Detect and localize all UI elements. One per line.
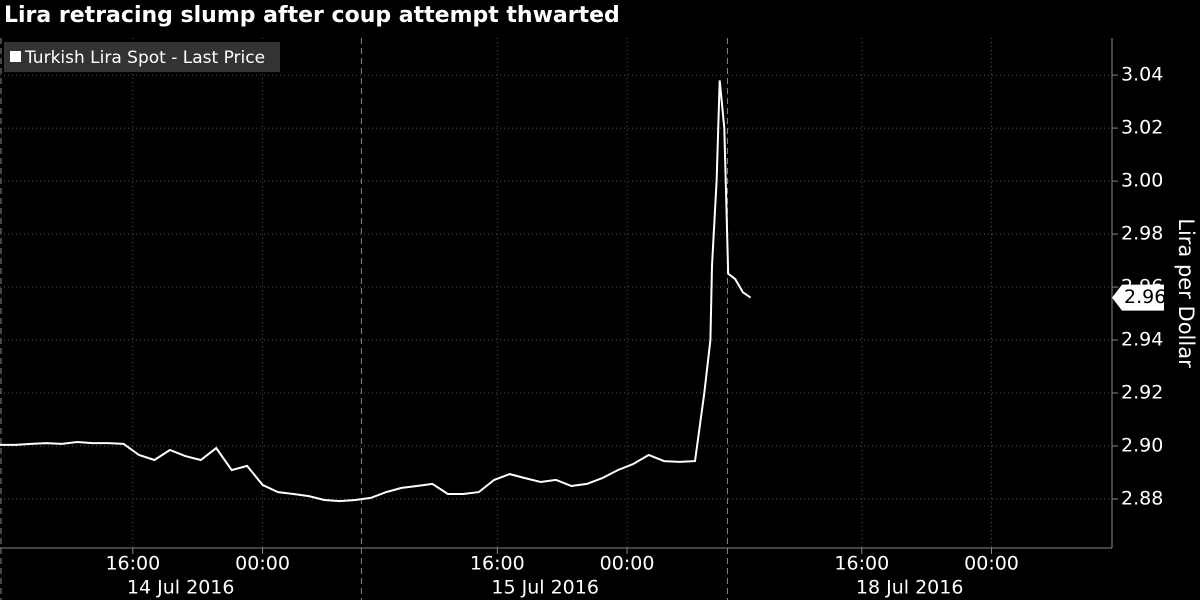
y-tick-label: 2.90: [1121, 435, 1163, 457]
price-line: [0, 80, 752, 503]
y-tick-label: 2.98: [1121, 223, 1163, 245]
y-tick-label: 2.88: [1121, 487, 1163, 509]
last-price-label: 2.96: [1124, 286, 1166, 308]
x-tick-label: 16:00: [470, 553, 525, 575]
last-price-box: [1112, 284, 1164, 311]
date-label: 18 Jul 2016: [856, 577, 964, 599]
y-tick-label: 3.04: [1121, 64, 1163, 86]
legend-swatch: [10, 51, 21, 62]
x-tick-label: 00:00: [235, 553, 290, 575]
y-tick-label: 2.92: [1121, 382, 1163, 404]
x-tick-label: 00:00: [600, 553, 655, 575]
chart-title: Lira retracing slump after coup attempt …: [4, 3, 620, 28]
y-axis-label: Lira per Dollar: [1174, 218, 1198, 368]
x-tick-label: 16:00: [834, 553, 889, 575]
date-label: 14 Jul 2016: [127, 577, 235, 599]
x-tick-label: 16:00: [105, 553, 160, 575]
legend-box: [4, 42, 280, 72]
legend-label: Turkish Lira Spot - Last Price: [24, 48, 265, 68]
y-tick-label: 3.02: [1121, 117, 1163, 139]
date-label: 15 Jul 2016: [491, 577, 599, 599]
y-tick-label: 3.00: [1121, 170, 1163, 192]
x-tick-label: 00:00: [964, 553, 1019, 575]
y-tick-label: 2.94: [1121, 329, 1163, 351]
